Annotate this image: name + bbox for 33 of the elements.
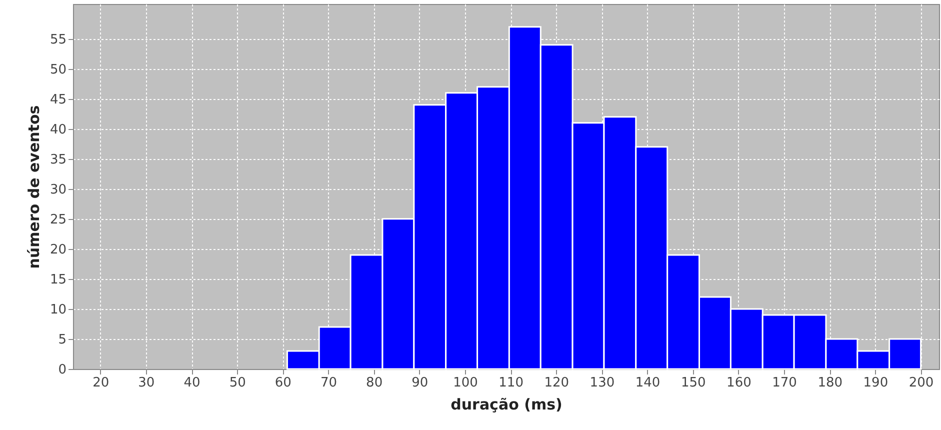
y-tick-label: 15 [50,272,66,288]
y-tick-label: 45 [50,92,66,108]
y-tick-label: 30 [50,182,66,198]
x-axis-title: duração (ms) [450,396,562,414]
x-tick-label: 170 [772,376,797,390]
y-tick-label: 40 [50,122,66,138]
x-tick-label: 160 [726,376,752,390]
x-tick-label: 200 [908,376,934,390]
y-tick-label: 50 [50,62,66,78]
x-tick-label: 30 [138,376,155,390]
x-tick-label: 150 [680,376,706,390]
x-tick-label: 50 [229,376,246,390]
x-tick-label: 110 [498,376,524,390]
y-tick-label: 5 [58,332,66,348]
y-tick-label: 20 [50,242,66,258]
y-tick-label: 55 [50,32,66,48]
x-tick-label: 40 [184,376,200,390]
x-tick-label: 190 [863,376,888,390]
x-tick-label: 20 [92,376,110,390]
y-axis-title: número de eventos [24,105,43,269]
x-tick-label: 140 [635,376,660,390]
x-tick-label: 90 [412,376,428,390]
y-tick-label: 35 [50,152,66,168]
x-tick-label: 60 [274,376,292,390]
y-tick-label: 0 [58,362,66,378]
y-tick-label: 25 [50,212,66,228]
x-tick-label: 100 [453,376,478,390]
x-tick-label: 70 [320,376,338,390]
x-tick-label: 180 [818,376,843,390]
x-tick-label: 80 [366,376,383,390]
x-tick-label: 120 [544,376,570,390]
x-tick-label: 130 [590,376,615,390]
y-tick-label: 10 [50,302,66,318]
